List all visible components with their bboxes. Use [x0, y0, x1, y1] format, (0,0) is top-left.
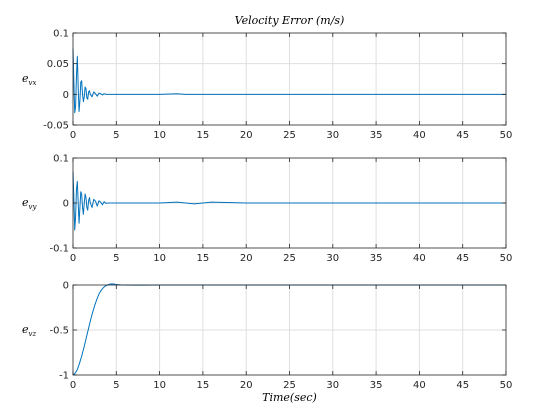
x-tick-label: 45 — [456, 380, 469, 391]
x-tick-label: 40 — [413, 130, 426, 141]
y-axis-label: evy — [22, 196, 37, 211]
x-tick-label: 35 — [370, 253, 383, 264]
series-line-1 — [72, 171, 506, 231]
x-tick-label: 5 — [113, 130, 119, 141]
y-tick-label: 0 — [63, 199, 69, 210]
x-tick-label: 10 — [153, 253, 166, 264]
y-tick-label: 0 — [63, 90, 69, 101]
x-tick-label: 15 — [197, 380, 210, 391]
x-tick-label: 15 — [197, 253, 210, 264]
x-tick-label: 35 — [370, 380, 383, 391]
y-tick-label: 0.1 — [53, 154, 69, 165]
x-axis-label: Time(sec) — [262, 391, 317, 404]
x-tick-label: 30 — [326, 130, 339, 141]
y-tick-label: -1 — [59, 371, 69, 382]
y-axis-label: evz — [22, 323, 36, 338]
x-tick-label: 45 — [456, 253, 469, 264]
x-tick-label: 0 — [70, 380, 76, 391]
x-tick-label: 25 — [283, 130, 296, 141]
x-tick-label: 40 — [413, 380, 426, 391]
subplot-3: 0 5 10 15 20 25 30 35 40 45 50 -1 -0.5 0 evz Time(sec) — [22, 281, 512, 405]
x-tick-label: 10 — [153, 130, 166, 141]
x-tick-label: 0 — [70, 130, 76, 141]
series-line-1 — [72, 48, 506, 114]
x-tick-label: 20 — [240, 253, 253, 264]
y-tick-label: -0.5 — [49, 326, 69, 337]
x-tick-label: 50 — [500, 380, 513, 391]
subplot-1: 0 5 10 15 20 25 30 35 40 45 50-0.0500.050.1evxVelo… — [22, 14, 512, 141]
x-tick-label: 35 — [370, 130, 383, 141]
x-tick-label: 5 — [113, 253, 119, 264]
chart-title: Velocity Error (m/s) — [235, 14, 345, 27]
x-tick-label: 0 — [70, 253, 76, 264]
x-tick-label: 5 — [113, 380, 119, 391]
y-tick-label: -0.05 — [43, 121, 69, 132]
x-tick-label: 30 — [326, 380, 339, 391]
x-tick-label: 20 — [240, 130, 253, 141]
y-tick-label: 0.05 — [47, 59, 69, 70]
x-tick-label: 25 — [283, 253, 296, 264]
x-tick-label: 50 — [500, 253, 513, 264]
x-tick-label: 10 — [153, 380, 166, 391]
y-tick-label: 0 — [63, 281, 69, 292]
x-tick-label: 20 — [240, 380, 253, 391]
y-tick-label: -0.1 — [49, 244, 69, 255]
x-tick-label: 25 — [283, 380, 296, 391]
x-tick-label: 50 — [500, 130, 513, 141]
y-tick-label: 0.1 — [53, 29, 69, 40]
x-tick-label: 40 — [413, 253, 426, 264]
x-tick-label: 45 — [456, 130, 469, 141]
x-tick-label: 30 — [326, 253, 339, 264]
y-axis-label: evx — [22, 72, 36, 87]
x-tick-label: 15 — [197, 130, 210, 141]
